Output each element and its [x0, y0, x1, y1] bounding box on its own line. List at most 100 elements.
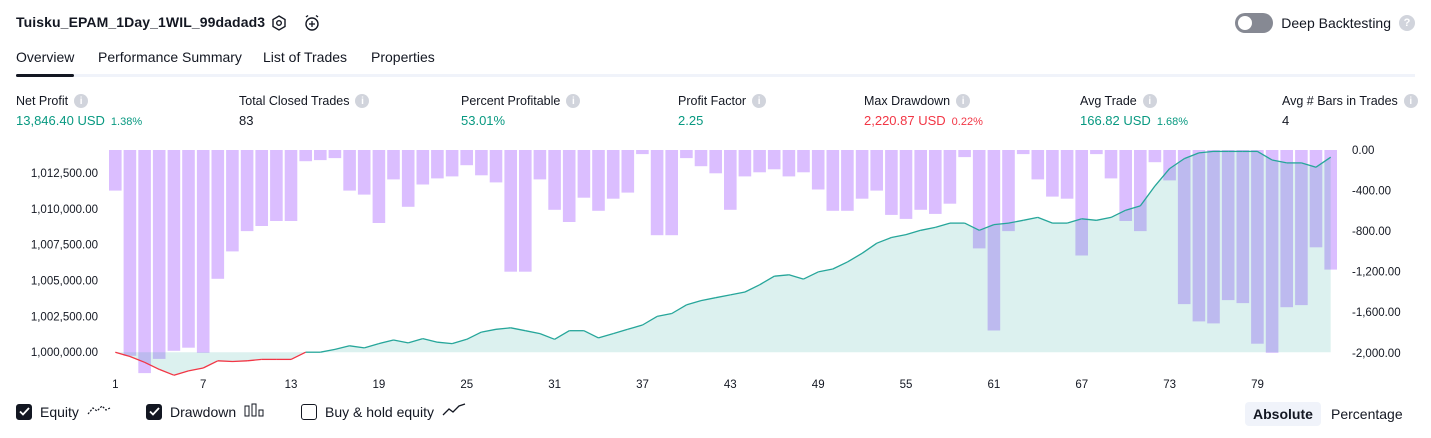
alarm-add-icon[interactable]: [302, 13, 322, 33]
drawdown-bar: [1016, 150, 1030, 155]
drawdown-bar: [1002, 150, 1015, 232]
metric-value: 53.01%: [461, 113, 506, 128]
drawdown-bar: [387, 150, 400, 180]
drawdown-bar: [299, 150, 312, 162]
drawdown-bar: [504, 150, 517, 272]
equity-line-segment: [613, 328, 628, 335]
drawdown-bar: [782, 150, 796, 177]
equity-line-segment: [671, 304, 687, 315]
help-icon[interactable]: ?: [1399, 15, 1415, 31]
metric-max-drawdown: Max Drawdown i 2,220.87 USD 0.22%: [864, 94, 983, 128]
right-axis-tick: -2,000.00: [1352, 348, 1401, 360]
info-icon[interactable]: i: [566, 94, 581, 108]
equity-line-segment: [1301, 162, 1317, 168]
equity-line-segment: [378, 339, 394, 345]
equity-line-icon: [87, 403, 111, 420]
drawdown-bar: [1295, 150, 1308, 306]
equity-line-segment: [1184, 152, 1200, 160]
equity-line-segment: [525, 330, 541, 335]
drawdown-bar: [1280, 150, 1293, 308]
metric-value: 13,846.40 USD: [16, 113, 105, 128]
tab-properties[interactable]: Properties: [371, 49, 435, 65]
equity-line-segment: [247, 358, 262, 362]
drawdown-bars-icon: [244, 403, 264, 420]
drawdown-bar: [1177, 150, 1191, 305]
tab-list-of-trades[interactable]: List of Trades: [263, 49, 348, 65]
drawdown-bar: [401, 150, 415, 207]
equity-line-segment: [598, 332, 614, 339]
settings-icon[interactable]: [269, 13, 289, 33]
equity-line-segment: [1125, 205, 1141, 211]
percentage-button[interactable]: Percentage: [1331, 406, 1403, 422]
info-icon[interactable]: i: [355, 94, 370, 108]
drawdown-checkbox[interactable]: [146, 403, 162, 420]
legend-equity[interactable]: Equity: [16, 403, 111, 420]
legend-drawdown[interactable]: Drawdown: [146, 403, 264, 420]
equity-line-segment: [290, 351, 306, 360]
info-icon[interactable]: i: [1142, 94, 1157, 108]
equity-line-segment: [656, 312, 672, 318]
x-axis-tick: 31: [548, 379, 561, 391]
drawdown-bar: [1060, 150, 1074, 199]
equity-line-segment: [1066, 218, 1082, 224]
drawdown-bar: [431, 150, 444, 179]
drawdown-bar: [240, 150, 254, 232]
drawdown-bar: [870, 150, 883, 191]
legend-buy-hold-equity[interactable]: Buy & hold equity: [301, 403, 466, 420]
buy-hold-label: Buy & hold equity: [325, 403, 434, 420]
drawdown-bar: [182, 150, 195, 348]
drawdown-bar: [1031, 150, 1045, 180]
info-icon[interactable]: i: [74, 94, 89, 108]
metric-label: Percent Profitable: [461, 94, 561, 108]
absolute-button[interactable]: Absolute: [1245, 402, 1321, 426]
info-icon[interactable]: i: [1403, 94, 1418, 108]
equity-line-segment: [495, 327, 511, 330]
drawdown-bar: [811, 150, 825, 190]
equity-label: Equity: [40, 403, 79, 420]
equity-line-segment: [935, 222, 951, 229]
drawdown-bar: [167, 150, 181, 351]
equity-line-segment: [408, 337, 423, 344]
equity-line-segment: [861, 242, 878, 254]
drawdown-bar: [855, 150, 869, 199]
deep-backtesting-toggle[interactable]: [1235, 13, 1274, 33]
equity-line-segment: [788, 274, 804, 280]
equity-line-segment: [847, 252, 863, 263]
metric-total-closed-trades: Total Closed Trades i 83: [239, 94, 370, 128]
equity-checkbox[interactable]: [16, 403, 32, 420]
drawdown-bar: [416, 150, 430, 185]
metric-value: 83: [239, 113, 254, 128]
equity-line-segment: [686, 299, 702, 306]
equity-line-segment: [891, 233, 907, 239]
metric-value: 2.25: [678, 113, 704, 128]
drawdown-bar: [343, 150, 356, 191]
equity-line-segment: [1139, 185, 1156, 207]
equity-line-segment: [422, 337, 438, 343]
drawdown-bar: [1104, 150, 1118, 179]
drawdown-bar: [914, 150, 927, 210]
drawdown-bar: [885, 150, 898, 215]
equity-line-segment: [554, 330, 570, 340]
drawdown-bar: [460, 150, 473, 166]
equity-line-segment: [964, 222, 980, 231]
equity-line-segment: [320, 348, 336, 353]
info-icon[interactable]: i: [956, 94, 971, 108]
drawdown-bar: [606, 150, 620, 199]
equity-line-segment: [803, 271, 819, 280]
equity-drawdown-chart[interactable]: 1,000,000.00 1,002,500.00 1,005,000.00 1,00…: [0, 140, 1431, 395]
equity-line-segment: [583, 330, 599, 339]
x-axis-tick: 37: [636, 379, 649, 391]
equity-line-segment: [1008, 219, 1024, 224]
equity-line-segment: [539, 332, 555, 340]
info-icon[interactable]: i: [752, 94, 767, 108]
x-axis-tick: 1: [112, 379, 118, 391]
buy-hold-checkbox[interactable]: [301, 403, 317, 420]
equity-line-segment: [188, 367, 204, 372]
drawdown-bar: [123, 150, 137, 356]
tab-overview[interactable]: Overview: [16, 49, 75, 77]
drawdown-bar: [1324, 150, 1337, 270]
equity-line-segment: [920, 226, 936, 231]
tab-performance-summary[interactable]: Performance Summary: [98, 49, 242, 65]
equity-line-segment: [876, 236, 892, 244]
drawdown-bar: [841, 150, 854, 211]
